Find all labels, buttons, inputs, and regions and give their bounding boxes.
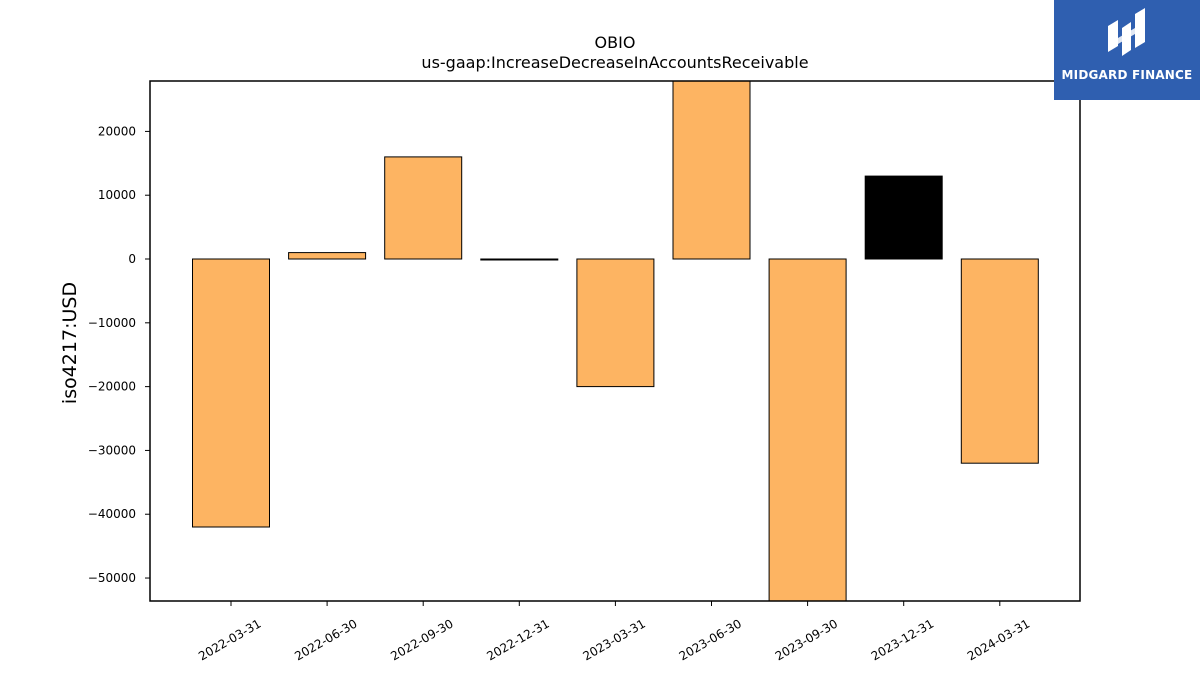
x-tick-label: 2023-03-31 bbox=[580, 616, 647, 663]
bar-2023-06-30 bbox=[672, 81, 751, 260]
bar-2022-09-30 bbox=[384, 156, 463, 260]
x-tick-label: 2023-06-30 bbox=[677, 616, 744, 663]
y-tick-label: −50000 bbox=[88, 571, 136, 585]
y-axis-ticks: −50000 −40000 −30000 −20000 −10000 0 10000 2000… bbox=[88, 124, 150, 585]
y-tick-label: 10000 bbox=[98, 188, 136, 202]
x-axis-ticks: 2022-03-31 2022-06-30 2022-09-30 2022-12-31… bbox=[196, 601, 1032, 663]
y-axis-label: iso4217:USD bbox=[59, 282, 81, 404]
bar-2022-03-31 bbox=[192, 258, 270, 528]
x-tick-label: 2023-12-31 bbox=[869, 616, 936, 663]
bar-2023-03-31 bbox=[576, 258, 655, 388]
logo-text: MIDGARD FINANCE bbox=[1061, 68, 1193, 82]
brand-logo: MIDGARD FINANCE bbox=[1054, 0, 1200, 100]
y-tick-label: −10000 bbox=[88, 316, 136, 330]
chart-title: OBIO bbox=[595, 33, 636, 52]
y-tick-label: −30000 bbox=[88, 443, 136, 457]
chart-subtitle: us-gaap:IncreaseDecreaseInAccountsReceiv… bbox=[421, 53, 808, 72]
logo-mark-icon bbox=[1108, 8, 1145, 56]
bar-2023-09-30 bbox=[768, 258, 847, 601]
x-tick-label: 2024-03-31 bbox=[965, 616, 1032, 663]
bars-group bbox=[192, 81, 1039, 601]
bar-2024-03-31 bbox=[960, 258, 1039, 464]
y-tick-label: −40000 bbox=[88, 507, 136, 521]
bar-2022-06-30 bbox=[288, 252, 367, 260]
bar-2023-12-31 bbox=[864, 175, 943, 260]
x-tick-label: 2022-12-31 bbox=[484, 616, 551, 663]
bar-2022-12-31 bbox=[480, 258, 559, 261]
y-tick-label: 20000 bbox=[98, 124, 136, 138]
y-tick-label: 0 bbox=[128, 252, 136, 266]
y-tick-label: −20000 bbox=[88, 380, 136, 394]
x-tick-label: 2022-09-30 bbox=[388, 616, 455, 663]
plot-area-frame bbox=[149, 80, 1081, 602]
x-tick-label: 2023-09-30 bbox=[773, 616, 840, 663]
x-tick-label: 2022-06-30 bbox=[292, 616, 359, 663]
x-tick-label: 2022-03-31 bbox=[196, 616, 263, 663]
